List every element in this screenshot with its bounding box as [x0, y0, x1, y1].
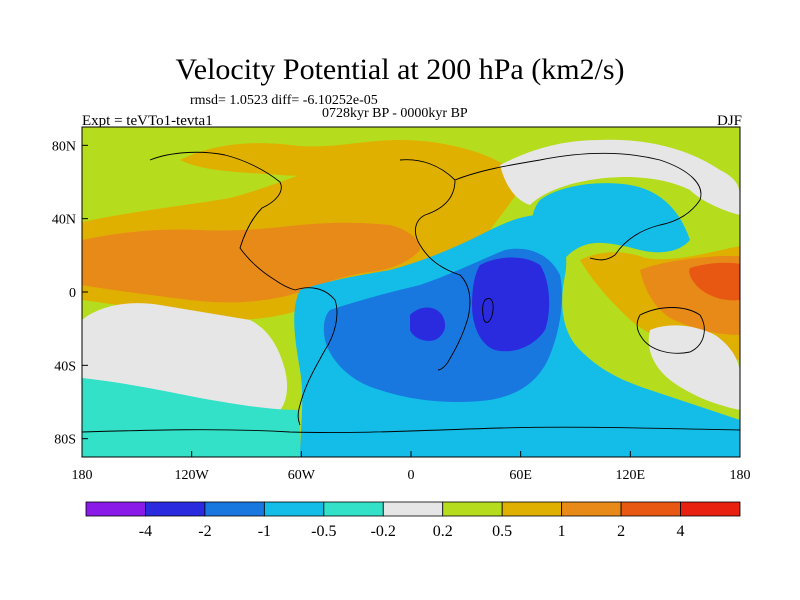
asia-outline — [454, 152, 702, 261]
colorbar-swatch — [382, 501, 444, 517]
colorbar-swatch — [323, 501, 384, 517]
colorbar-label: -1 — [258, 523, 271, 540]
x-tick-label: 180 — [730, 468, 751, 483]
colorbar: -4 -2 -1 -0.5 -0.2 0.2 0.5 1 2 4 — [85, 501, 741, 540]
period-text: 0728kyr BP - 0000kyr BP — [322, 106, 468, 121]
colorbar-swatch — [501, 501, 563, 517]
colorbar-label: 0.2 — [433, 523, 453, 540]
colorbar-swatch — [85, 501, 146, 517]
colorbar-swatch — [620, 501, 681, 517]
madagascar-outline — [482, 298, 494, 323]
y-tick-label: 80N — [52, 139, 76, 154]
colorbar-label: 4 — [677, 523, 685, 540]
x-tick-label: 60W — [288, 468, 316, 483]
colorbar-swatch — [204, 501, 265, 517]
field-neutral-southpacific — [82, 303, 288, 410]
field-darkorange-pacific — [82, 222, 420, 303]
field-orange-northern-top — [180, 140, 505, 176]
x-axis: 180 120W 60W 0 60E 120E 180 — [72, 451, 751, 483]
field-darkblue-core — [472, 257, 550, 352]
colorbar-label: 0.5 — [492, 523, 512, 540]
y-tick-label: 0 — [69, 286, 76, 301]
colorbar-label: -0.2 — [371, 523, 396, 540]
field-neutral-australia — [648, 325, 740, 410]
map-title: Velocity Potential at 200 hPa (km2/s) — [175, 53, 625, 86]
colorbar-label: 2 — [617, 523, 625, 540]
colorbar-label: -0.5 — [311, 523, 336, 540]
experiment-text: Expt = teVTo1-tevta1 — [82, 113, 213, 129]
y-axis: 80N 40N 0 40S 80S — [52, 139, 88, 448]
season-label: DJF — [716, 113, 742, 129]
colorbar-swatch — [263, 501, 325, 517]
x-tick-label: 180 — [72, 468, 93, 483]
colorbar-swatch — [561, 501, 622, 517]
y-tick-label: 80S — [54, 433, 76, 448]
field-neutral-asia — [500, 139, 740, 215]
x-tick-label: 0 — [408, 468, 415, 483]
colorbar-label: 1 — [558, 523, 566, 540]
rmsd-text: rmsd= 1.0523 diff= -6.10252e-05 — [190, 93, 378, 108]
field-cyan-asia — [532, 183, 690, 275]
antarctica-outline — [82, 426, 740, 433]
south-america-outline — [294, 287, 338, 426]
field-red-core — [689, 262, 740, 301]
contour-fields — [82, 127, 740, 457]
colorbar-swatch — [680, 501, 741, 517]
europe-africa-outline — [399, 159, 471, 371]
coastlines — [82, 151, 740, 433]
y-tick-label: 40S — [54, 359, 76, 374]
north-america-outline — [149, 151, 296, 291]
colorbar-swatch — [442, 501, 503, 517]
x-tick-label: 120E — [616, 468, 646, 483]
colorbar-label: -4 — [139, 523, 152, 540]
x-tick-label: 60E — [509, 468, 532, 483]
field-darkblue-west — [410, 307, 446, 341]
colorbar-swatch — [145, 501, 206, 517]
field-cyan-southpacific — [82, 378, 300, 457]
colorbar-label: -2 — [198, 523, 211, 540]
australia-outline — [636, 307, 705, 354]
y-tick-label: 40N — [52, 213, 76, 228]
x-tick-label: 120W — [175, 468, 210, 483]
